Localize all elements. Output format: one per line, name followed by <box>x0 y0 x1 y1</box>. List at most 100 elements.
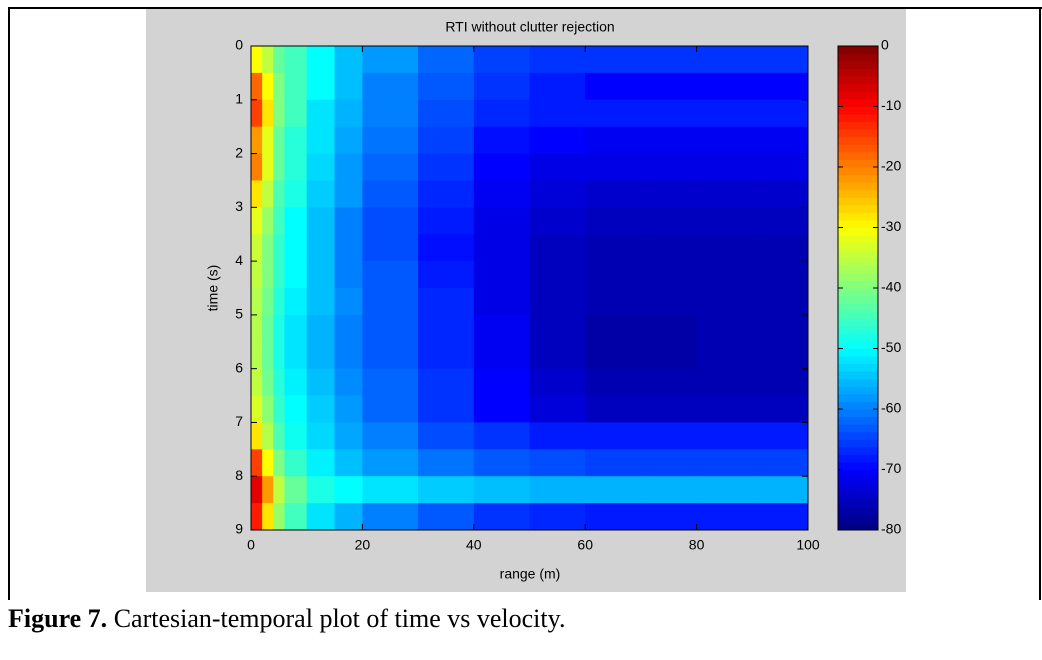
heatmap-cell <box>585 180 642 208</box>
colorbar-segment <box>838 295 878 304</box>
y-tick-label: 5 <box>235 306 243 322</box>
heatmap-cell <box>696 153 753 181</box>
heatmap-cell <box>251 288 263 316</box>
heatmap-cell <box>752 449 809 477</box>
heatmap-cell <box>418 503 475 531</box>
heatmap-cell <box>640 261 698 289</box>
heatmap-cell <box>529 207 586 235</box>
heatmap-cell <box>284 341 308 370</box>
heatmap-cell <box>752 476 809 504</box>
heatmap-cell <box>640 180 698 208</box>
colorbar-segment <box>838 167 878 176</box>
heatmap-cell <box>585 422 642 450</box>
heatmap-cell <box>251 368 263 397</box>
heatmap-cell <box>334 261 363 289</box>
y-tick-label: 1 <box>235 90 243 106</box>
heatmap-cell <box>585 153 642 181</box>
heatmap-cell <box>752 99 809 128</box>
colorbar-segment <box>838 227 878 236</box>
heatmap-cell <box>473 46 530 74</box>
heatmap-cell <box>418 341 475 370</box>
colorbar: 0 -10 -20 -30 -40 -50 -60 -70 -80 <box>837 37 901 537</box>
heatmap-cell <box>418 180 475 208</box>
heatmap-cell <box>418 46 475 74</box>
heatmap-cell <box>418 449 475 477</box>
heatmap-cell <box>273 153 285 181</box>
heatmap-cell <box>362 395 419 423</box>
heatmap-cell <box>251 261 263 289</box>
colorbar-segment <box>838 424 878 433</box>
colorbar-segment <box>838 333 878 342</box>
heatmap <box>251 46 809 531</box>
x-axis-label: range (m) <box>500 566 561 582</box>
heatmap-cell <box>529 72 586 101</box>
heatmap-cell <box>262 153 274 181</box>
heatmap-cell <box>752 314 809 343</box>
heatmap-cell <box>251 449 263 477</box>
heatmap-cell <box>696 395 753 423</box>
heatmap-cell <box>284 46 308 74</box>
colorbar-segment <box>838 507 878 516</box>
heatmap-cell <box>362 261 419 289</box>
heatmap-cell <box>251 180 263 208</box>
heatmap-cell <box>362 72 419 101</box>
heatmap-cell <box>306 234 336 262</box>
colorbar-segment <box>838 431 878 440</box>
heatmap-cell <box>752 288 809 316</box>
heatmap-cell <box>262 395 274 423</box>
x-tick-label: 100 <box>796 537 820 553</box>
heatmap-cell <box>418 99 475 128</box>
colorbar-segment <box>838 76 878 85</box>
colorbar-segment <box>838 348 878 357</box>
heatmap-cell <box>284 180 308 208</box>
heatmap-cell <box>640 341 698 370</box>
colorbar-segment <box>838 409 878 418</box>
colorbar-segment <box>838 61 878 70</box>
heatmap-cell <box>273 314 285 343</box>
colorbar-segment <box>838 242 878 251</box>
colorbar-segment <box>838 204 878 213</box>
heatmap-cell <box>284 476 308 504</box>
heatmap-cell <box>306 180 336 208</box>
heatmap-cell <box>640 449 698 477</box>
heatmap-cell <box>362 180 419 208</box>
heatmap-cell <box>284 395 308 423</box>
heatmap-cell <box>334 234 363 262</box>
heatmap-cell <box>284 503 308 531</box>
heatmap-cell <box>752 180 809 208</box>
colorbar-segment <box>838 68 878 77</box>
colorbar-segment <box>838 318 878 327</box>
heatmap-cell <box>473 72 530 101</box>
heatmap-cell <box>473 368 530 397</box>
plot-frame <box>250 45 809 531</box>
heatmap-cell <box>696 180 753 208</box>
heatmap-cell <box>752 395 809 423</box>
colorbar-segment <box>838 439 878 448</box>
heatmap-cell <box>752 72 809 101</box>
heatmap-cell <box>585 341 642 370</box>
heatmap-cell <box>640 368 698 397</box>
heatmap-cell <box>473 126 530 155</box>
x-tick-label: 80 <box>689 537 705 553</box>
heatmap-cell <box>306 368 336 397</box>
heatmap-cell <box>251 422 263 450</box>
heatmap-cell <box>529 46 586 74</box>
heatmap-cell <box>640 395 698 423</box>
heatmap-cell <box>529 126 586 155</box>
heatmap-cell <box>362 314 419 343</box>
heatmap-cell <box>362 99 419 128</box>
heatmap-cell <box>473 234 530 262</box>
heatmap-cell <box>473 449 530 477</box>
heatmap-cell <box>262 314 274 343</box>
heatmap-cell <box>262 46 274 74</box>
heatmap-cell <box>752 153 809 181</box>
heatmap-cell <box>473 422 530 450</box>
heatmap-cell <box>262 234 274 262</box>
colorbar-segment <box>838 159 878 168</box>
heatmap-cell <box>640 46 698 74</box>
heatmap-cell <box>306 153 336 181</box>
heatmap-cell <box>752 46 809 74</box>
colorbar-segment <box>838 514 878 523</box>
heatmap-cell <box>752 126 809 155</box>
colorbar-tick-label: -30 <box>881 218 901 234</box>
